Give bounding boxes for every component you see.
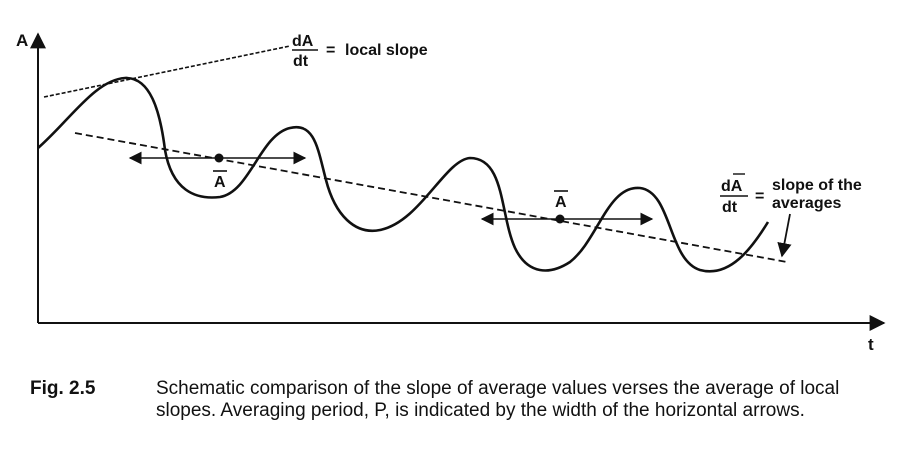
caption-number: Fig. 2.5 — [30, 378, 96, 399]
local-slope-equals: = — [326, 42, 335, 59]
averages-slope-text-line1: slope of the — [772, 177, 862, 194]
averages-pointer-arrow — [777, 213, 792, 258]
local-slope-numerator: dA — [292, 33, 314, 50]
x-axis-label: t — [868, 335, 874, 354]
averages-slope-text-line2: averages — [772, 195, 841, 212]
local-slope-line — [43, 45, 291, 98]
local-slope-text: local slope — [345, 42, 428, 59]
average-point-right — [555, 214, 565, 224]
caption-text: Schematic comparison of the slope of ave… — [156, 378, 840, 421]
averages-slope-line — [74, 132, 788, 263]
average-symbol-right: A — [555, 194, 567, 211]
signal-curve — [37, 76, 770, 273]
schematic-diagram: A t A A dA dt = local slope dA dt = slop… — [16, 31, 886, 354]
averages-slope-denominator: dt — [722, 199, 738, 216]
average-point-left — [214, 153, 224, 163]
y-axis-label: A — [16, 31, 28, 50]
averages-slope-numerator: dA — [721, 178, 743, 195]
averages-slope-equals: = — [755, 188, 764, 205]
averages-slope-label: dA dt = slope of the averages — [720, 173, 862, 216]
local-slope-label: dA dt = local slope — [292, 33, 428, 70]
local-slope-denominator: dt — [293, 53, 309, 70]
average-symbol-left: A — [214, 174, 226, 191]
